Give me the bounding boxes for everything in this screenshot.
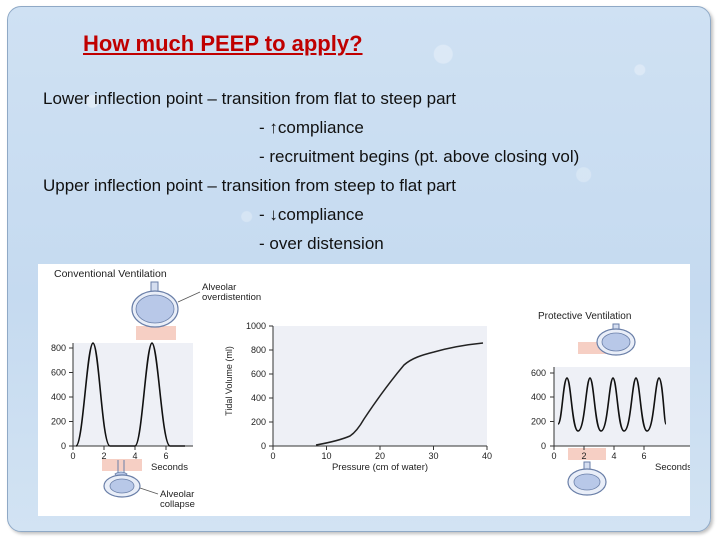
left-ytick-800: 800 (51, 343, 66, 353)
bullet-lower-inflection: Lower inflection point – transition from… (43, 89, 456, 108)
left-xlabel: Seconds (151, 462, 188, 473)
left-ytick-400: 400 (51, 392, 66, 402)
overdistended-alveolus-icon (131, 281, 179, 328)
center-ytick-200: 200 (251, 417, 266, 427)
center-ytick-800: 800 (251, 345, 266, 355)
center-xtick-10: 10 (321, 451, 331, 461)
conventional-ventilation-label: Conventional Ventilation (54, 268, 167, 280)
left-bottom-pink-bar (102, 459, 142, 471)
overdistention-label-line2: overdistention (202, 292, 261, 303)
right-ytick-600: 600 (531, 368, 546, 378)
left-ytick-600: 600 (51, 368, 66, 378)
left-chart-waveform (75, 342, 185, 447)
collapsed-alveolus-icon (103, 460, 141, 498)
left-chart-plot-area (73, 343, 193, 446)
overdistention-label-line1: Alveolar (202, 282, 236, 293)
right-xlabel: Seconds (655, 462, 690, 473)
bullet-upper-inflection: Upper inflection point – transition from… (43, 176, 456, 195)
collapse-pointer (139, 487, 159, 495)
center-ytick-0: 0 (261, 441, 266, 451)
right-xtick-4: 4 (611, 451, 616, 461)
right-chart-plot-area (554, 367, 694, 446)
left-xtick-0: 0 (70, 451, 75, 461)
right-bottom-pink-bar (568, 448, 606, 460)
right-ytick-400: 400 (531, 392, 546, 402)
left-xtick-4: 4 (132, 451, 137, 461)
right-ytick-200: 200 (531, 417, 546, 427)
left-xtick-6: 6 (163, 451, 168, 461)
protected-alveolus-bottom-icon (567, 461, 607, 496)
center-xtick-20: 20 (375, 451, 385, 461)
ventilation-figure: Conventional Ventilation Protective Vent… (38, 264, 694, 516)
left-ytick-0: 0 (61, 441, 66, 451)
right-xtick-6: 6 (641, 451, 646, 461)
right-xtick-2: 2 (581, 451, 586, 461)
right-chart: 600 400 200 0 0 2 4 6 Seconds (531, 367, 694, 473)
left-xtick-2: 2 (101, 451, 106, 461)
right-ytick-0: 0 (541, 441, 546, 451)
left-chart: 800 600 400 200 0 0 2 4 6 Seconds (51, 342, 193, 473)
center-chart: 1000 800 600 400 200 0 0 10 20 30 40 Pre… (224, 321, 492, 473)
center-ytick-1000: 1000 (246, 321, 266, 331)
left-ytick-200: 200 (51, 417, 66, 427)
slide-title: How much PEEP to apply? (83, 31, 363, 56)
bullet-lower-compliance: - ↑compliance (259, 118, 364, 137)
bullet-overdistension: - over distension (259, 234, 384, 253)
right-chart-waveform (557, 377, 667, 432)
center-ytick-400: 400 (251, 393, 266, 403)
collapse-label-line2: collapse (160, 499, 195, 510)
center-ytick-600: 600 (251, 369, 266, 379)
center-xtick-0: 0 (270, 451, 275, 461)
protected-alveolus-top-icon (596, 323, 636, 356)
left-top-pink-bar (136, 326, 176, 340)
collapse-label-line1: Alveolar (160, 489, 194, 500)
protective-ventilation-label: Protective Ventilation (538, 311, 631, 322)
bullet-recruitment: - recruitment begins (pt. above closing … (259, 147, 580, 166)
center-xtick-30: 30 (428, 451, 438, 461)
center-chart-plot-area (273, 326, 487, 446)
center-xtick-40: 40 (482, 451, 492, 461)
right-xtick-0: 0 (551, 451, 556, 461)
pressure-volume-curve (315, 342, 484, 446)
figure-svg: Conventional Ventilation Protective Vent… (51, 268, 694, 510)
center-xlabel: Pressure (cm of water) (332, 462, 428, 473)
bullet-upper-compliance: - ↓compliance (259, 205, 364, 224)
center-ylabel: Tidal Volume (ml) (224, 346, 234, 416)
overdistention-pointer (177, 291, 201, 303)
